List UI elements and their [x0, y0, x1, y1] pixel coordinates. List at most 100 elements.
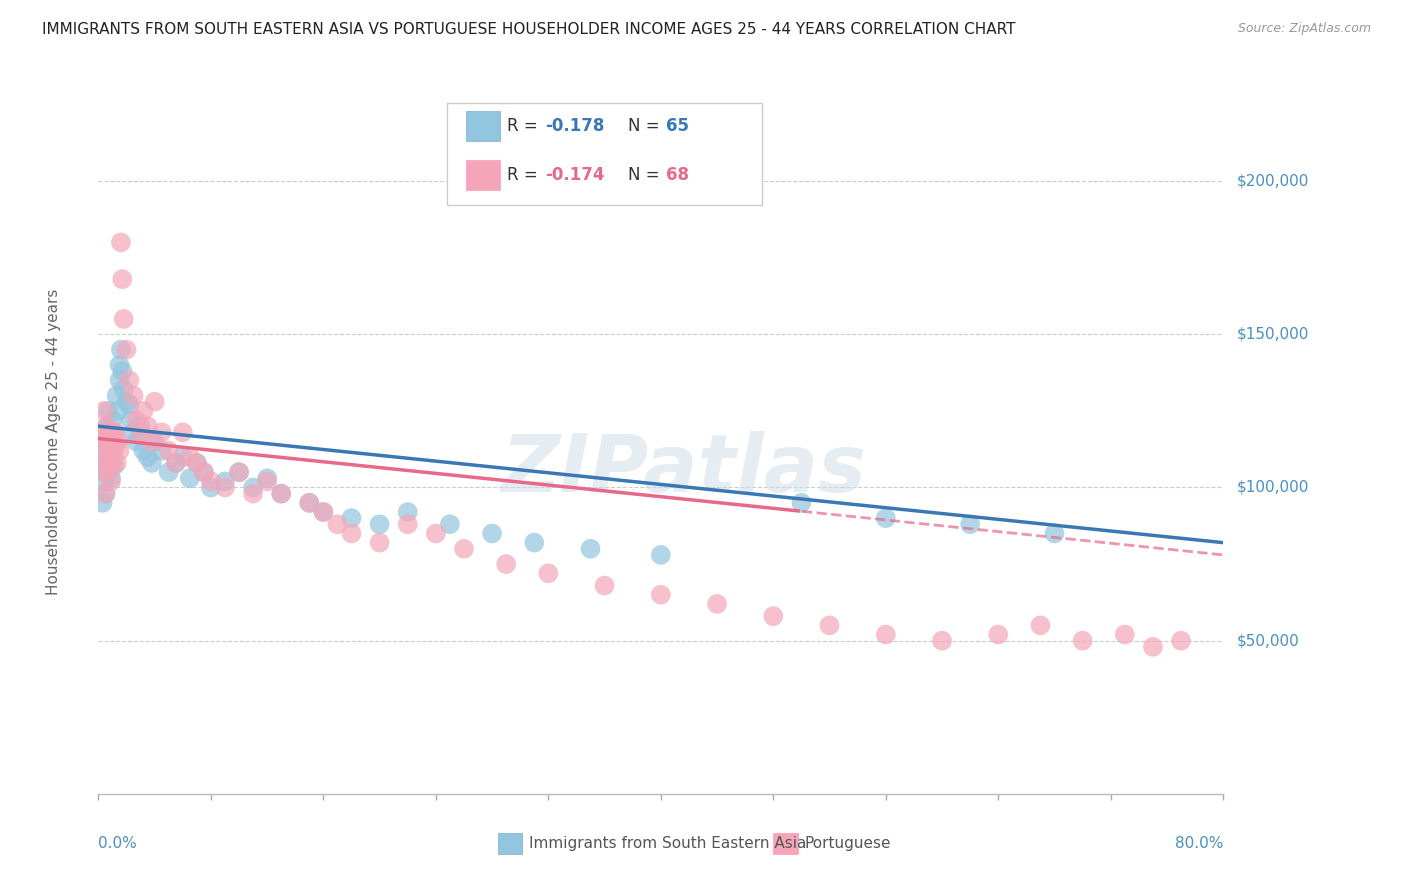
Point [228, 465, 250, 479]
Point [270, 486, 292, 500]
Point [118, 398, 141, 412]
Point [111, 364, 134, 378]
Point [115, 343, 138, 357]
Point [298, 496, 321, 510]
Point [108, 358, 131, 372]
Point [228, 465, 250, 479]
Point [112, 383, 135, 397]
Point [91, 496, 114, 510]
Text: Portuguese: Portuguese [804, 836, 891, 851]
Point [396, 505, 419, 519]
Point [132, 404, 155, 418]
Point [396, 517, 419, 532]
Text: R =: R = [506, 166, 543, 184]
Text: $200,000: $200,000 [1237, 174, 1309, 188]
Point [1029, 618, 1052, 632]
Point [200, 481, 222, 495]
Text: 80.0%: 80.0% [1175, 836, 1223, 851]
Point [118, 373, 141, 387]
Text: 0.0%: 0.0% [98, 836, 138, 851]
Point [100, 425, 122, 440]
Point [298, 496, 321, 510]
Point [129, 425, 152, 440]
Point [90, 425, 112, 440]
Point [136, 419, 159, 434]
Point [214, 475, 236, 489]
Point [312, 505, 335, 519]
Point [256, 475, 278, 489]
Point [1043, 526, 1066, 541]
Point [94, 434, 117, 449]
Text: N =: N = [628, 166, 665, 184]
Point [112, 312, 135, 326]
Point [931, 633, 953, 648]
Point [96, 456, 118, 470]
Point [94, 486, 117, 500]
Point [959, 517, 981, 532]
Point [108, 373, 131, 387]
Text: ZIPatlas: ZIPatlas [501, 431, 866, 508]
Point [104, 434, 127, 449]
Point [165, 456, 187, 470]
Point [105, 388, 128, 402]
Point [762, 609, 785, 624]
Text: $100,000: $100,000 [1237, 480, 1309, 495]
Point [193, 465, 215, 479]
FancyBboxPatch shape [498, 832, 523, 854]
Text: 68: 68 [666, 166, 689, 184]
Text: IMMIGRANTS FROM SOUTH EASTERN ASIA VS PORTUGUESE HOUSEHOLDER INCOME AGES 25 - 44: IMMIGRANTS FROM SOUTH EASTERN ASIA VS PO… [42, 22, 1015, 37]
Point [172, 425, 194, 440]
Point [537, 566, 560, 581]
Text: Householder Income Ages 25 - 44 years: Householder Income Ages 25 - 44 years [46, 288, 60, 595]
Point [97, 437, 120, 451]
FancyBboxPatch shape [447, 103, 762, 205]
Point [143, 394, 166, 409]
Text: Immigrants from South Eastern Asia: Immigrants from South Eastern Asia [529, 836, 807, 851]
Point [150, 425, 173, 440]
Point [179, 450, 201, 464]
Point [129, 419, 152, 434]
Point [98, 443, 121, 458]
Point [107, 434, 129, 449]
Text: Source: ZipAtlas.com: Source: ZipAtlas.com [1237, 22, 1371, 36]
Point [650, 588, 672, 602]
Point [98, 456, 121, 470]
Point [91, 465, 114, 479]
Point [96, 465, 118, 479]
Point [111, 272, 134, 286]
Point [875, 627, 897, 641]
Point [132, 443, 155, 458]
Text: R =: R = [506, 117, 543, 135]
Point [120, 413, 142, 427]
Point [1170, 633, 1192, 648]
Point [875, 511, 897, 525]
Point [340, 511, 363, 525]
Point [523, 535, 546, 549]
FancyBboxPatch shape [467, 161, 501, 190]
Point [97, 404, 120, 418]
Point [141, 434, 163, 449]
Point [100, 471, 122, 485]
Point [593, 578, 616, 592]
Point [368, 517, 391, 532]
Text: N =: N = [628, 117, 665, 135]
Point [193, 465, 215, 479]
Point [100, 475, 122, 489]
Point [115, 394, 138, 409]
Point [150, 443, 173, 458]
Point [439, 517, 461, 532]
Point [242, 486, 264, 500]
Point [97, 425, 120, 440]
Point [110, 343, 132, 357]
Point [143, 434, 166, 449]
Point [818, 618, 841, 632]
Point [107, 404, 129, 418]
Point [101, 456, 124, 470]
Text: $150,000: $150,000 [1237, 326, 1309, 342]
Point [495, 557, 517, 571]
Point [100, 432, 122, 446]
Point [93, 425, 115, 440]
FancyBboxPatch shape [773, 832, 799, 854]
Point [987, 627, 1010, 641]
Point [650, 548, 672, 562]
